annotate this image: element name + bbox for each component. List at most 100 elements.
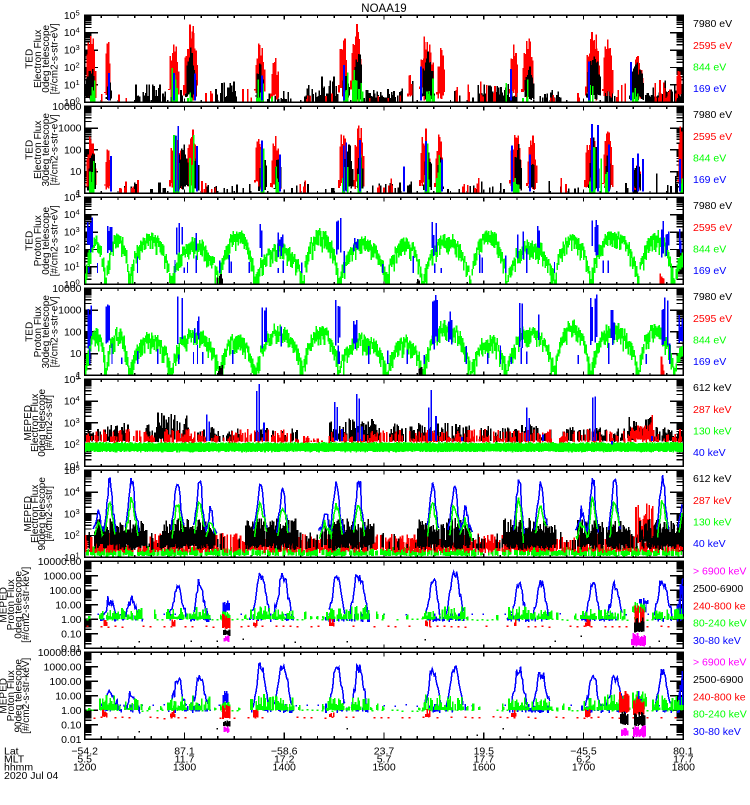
svg-text:Electron Flux: Electron Flux [33,121,44,179]
svg-text:1500: 1500 [372,762,396,774]
svg-text:3: 3 [76,507,80,516]
svg-text:240-800 ke: 240-800 ke [693,691,746,703]
svg-text:10000.00: 10000.00 [38,647,82,659]
svg-text:5: 5 [76,463,80,472]
svg-text:0.01: 0.01 [61,734,82,746]
svg-text:> 6900 keV: > 6900 keV [693,657,746,669]
svg-text:287 keV: 287 keV [693,404,732,416]
svg-text:10: 10 [70,166,82,178]
svg-text:10: 10 [64,465,76,477]
svg-text:0: 0 [76,277,80,286]
svg-text:2595 eV: 2595 eV [693,313,732,325]
svg-text:−45.5: −45.5 [570,746,597,758]
svg-text:Proton Flux: Proton Flux [6,579,17,630]
svg-text:40 keV: 40 keV [693,447,726,459]
svg-text:[#/cm2-s-str]: [#/cm2-s-str] [44,395,55,451]
svg-text:87.1: 87.1 [174,746,195,758]
svg-text:Electron Flux: Electron Flux [30,394,41,452]
svg-text:TED: TED [25,140,36,160]
svg-text:2595 eV: 2595 eV [693,222,732,234]
svg-text:10: 10 [64,508,76,520]
svg-text:5.7: 5.7 [377,754,392,766]
svg-text:Proton Flux: Proton Flux [33,215,44,266]
svg-text:5: 5 [76,8,80,17]
svg-text:−58.6: −58.6 [271,746,298,758]
svg-text:1000.00: 1000.00 [44,570,82,582]
svg-text:[#/cm2-s-str-keV]: [#/cm2-s-str-keV] [21,658,32,734]
svg-text:30-80 keV: 30-80 keV [693,635,741,647]
svg-text:90deg telescope: 90deg telescope [37,477,48,551]
svg-text:130 keV: 130 keV [693,426,732,438]
svg-text:MEPED: MEPED [0,587,10,623]
svg-text:[#/cm2-s-str-eV]: [#/cm2-s-str-eV] [49,114,60,185]
svg-text:1: 1 [76,188,82,200]
svg-text:30deg telescope: 30deg telescope [41,295,52,369]
svg-text:TED: TED [25,322,36,342]
svg-text:1000: 1000 [58,305,82,317]
svg-text:17.7: 17.7 [474,754,495,766]
svg-text:844 eV: 844 eV [693,62,726,74]
svg-text:0deg telescope: 0deg telescope [41,206,52,274]
svg-text:5: 5 [76,372,80,381]
svg-text:1000: 1000 [58,123,82,135]
svg-text:Lat: Lat [4,746,19,758]
svg-text:10: 10 [64,97,76,109]
svg-text:10: 10 [70,348,82,360]
svg-text:Proton Flux: Proton Flux [33,306,44,357]
svg-text:11.7: 11.7 [175,754,195,766]
svg-text:30deg telescope: 30deg telescope [41,113,52,187]
svg-text:[#/cm2-s-str-eV]: [#/cm2-s-str-eV] [49,23,60,94]
svg-text:[#/cm2-s-str-eV]: [#/cm2-s-str-eV] [49,296,60,367]
svg-text:169 eV: 169 eV [693,265,726,277]
svg-text:169 eV: 169 eV [693,356,726,368]
svg-text:1: 1 [76,260,80,269]
svg-text:4: 4 [76,208,80,217]
svg-text:10: 10 [64,62,76,74]
svg-text:0.10: 0.10 [61,628,82,640]
svg-text:hhmm: hhmm [4,762,33,774]
svg-text:TED: TED [25,231,36,251]
svg-text:2595 eV: 2595 eV [693,40,732,52]
svg-text:10: 10 [64,45,76,57]
svg-text:1200: 1200 [73,762,97,774]
svg-text:10: 10 [64,244,76,256]
svg-text:10: 10 [64,439,76,451]
svg-text:7980 eV: 7980 eV [693,18,732,30]
svg-text:> 6900 keV: > 6900 keV [693,566,746,578]
svg-text:1.00: 1.00 [61,614,82,626]
svg-text:MEPED: MEPED [0,678,10,714]
svg-text:100.00: 100.00 [49,585,81,597]
svg-text:[#/cm2-s-str-eV]: [#/cm2-s-str-eV] [49,205,60,276]
svg-text:−54.2: −54.2 [71,746,98,758]
svg-text:2500-6900: 2500-6900 [693,583,743,595]
svg-text:Electron Flux: Electron Flux [33,30,44,88]
svg-text:2020 Jul 04: 2020 Jul 04 [4,770,58,782]
svg-text:10: 10 [64,79,76,91]
svg-text:3: 3 [76,225,80,234]
svg-text:10: 10 [64,417,76,429]
svg-text:844 eV: 844 eV [693,153,726,165]
svg-text:10: 10 [64,487,76,499]
svg-text:MEPED: MEPED [23,496,34,532]
svg-text:0.01: 0.01 [61,643,82,655]
svg-text:10: 10 [64,374,76,386]
svg-text:1: 1 [76,550,80,559]
svg-text:17.7: 17.7 [673,754,694,766]
svg-text:23.7: 23.7 [374,746,395,758]
svg-text:10000: 10000 [52,101,81,113]
svg-text:3: 3 [76,43,80,52]
svg-text:7980 eV: 7980 eV [693,291,732,303]
svg-text:80-240 keV: 80-240 keV [693,618,747,630]
svg-text:0deg telescope: 0deg telescope [41,24,52,92]
svg-text:Electron Flux: Electron Flux [30,485,41,543]
svg-text:5: 5 [76,190,80,199]
svg-text:10: 10 [64,552,76,564]
svg-text:1: 1 [76,370,82,382]
svg-text:0deg telescope: 0deg telescope [14,570,25,638]
svg-text:10: 10 [64,227,76,239]
svg-text:1700: 1700 [572,762,596,774]
svg-text:2595 eV: 2595 eV [693,131,732,143]
svg-text:169 eV: 169 eV [693,174,726,186]
svg-text:1.00: 1.00 [61,705,82,717]
svg-text:MLT: MLT [4,754,25,766]
